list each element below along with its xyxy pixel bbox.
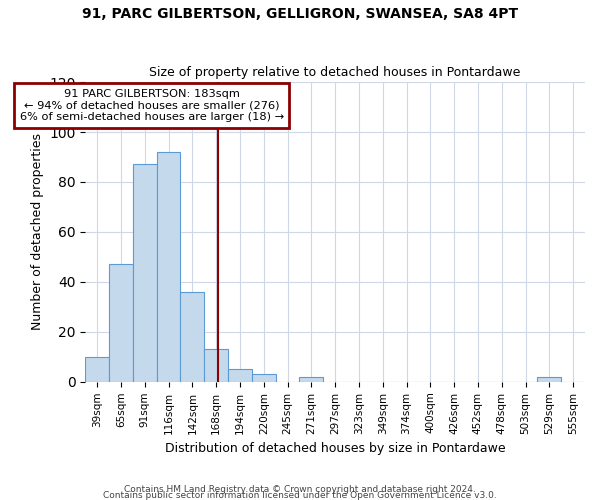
Title: Size of property relative to detached houses in Pontardawe: Size of property relative to detached ho… [149,66,521,80]
Text: 91 PARC GILBERTSON: 183sqm
← 94% of detached houses are smaller (276)
6% of semi: 91 PARC GILBERTSON: 183sqm ← 94% of deta… [20,89,284,122]
Bar [181,292,204,382]
Bar [228,370,252,382]
X-axis label: Distribution of detached houses by size in Pontardawe: Distribution of detached houses by size … [165,442,505,455]
Bar [204,350,228,382]
Bar [109,264,133,382]
Bar [252,374,275,382]
Bar [538,377,561,382]
Y-axis label: Number of detached properties: Number of detached properties [31,134,44,330]
Bar [133,164,157,382]
Text: Contains public sector information licensed under the Open Government Licence v3: Contains public sector information licen… [103,491,497,500]
Bar [85,357,109,382]
Text: 91, PARC GILBERTSON, GELLIGRON, SWANSEA, SA8 4PT: 91, PARC GILBERTSON, GELLIGRON, SWANSEA,… [82,8,518,22]
Bar [157,152,181,382]
Text: Contains HM Land Registry data © Crown copyright and database right 2024.: Contains HM Land Registry data © Crown c… [124,485,476,494]
Bar [299,377,323,382]
